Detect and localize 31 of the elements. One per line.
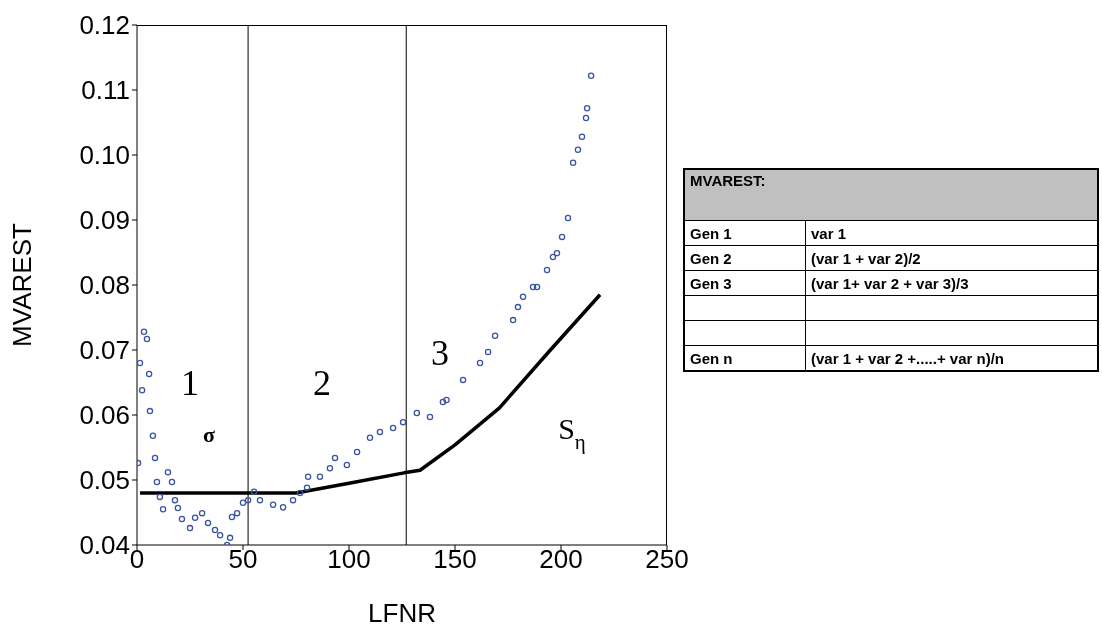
y-tick-label: 0.11 xyxy=(81,75,130,106)
text: Gen 1 xyxy=(690,224,732,242)
text: MVAREST: xyxy=(684,169,1098,221)
x-tick-label: 0 xyxy=(129,544,145,575)
text: Gen n xyxy=(690,349,733,367)
annotation: 2 xyxy=(313,363,331,404)
y-tick-label: 0.04 xyxy=(79,530,130,561)
y-tick-label: 0.07 xyxy=(79,335,130,366)
annotation: 3 xyxy=(431,333,449,374)
annotation: 1 xyxy=(181,363,199,404)
y-tick-label: 0.12 xyxy=(79,10,130,41)
annotation: σ xyxy=(203,422,216,448)
x-tick-label: 200 xyxy=(539,544,583,575)
y-tick-label: 0.10 xyxy=(79,140,130,171)
text: (var 1+ var 2 + var 3)/3 xyxy=(811,274,969,292)
text: var 1 xyxy=(811,224,847,242)
annotation: S$_{η}$ xyxy=(558,411,586,454)
text: Gen 3 xyxy=(690,274,732,292)
x-tick-label: 50 xyxy=(228,544,258,575)
y-tick-label: 0.05 xyxy=(79,465,130,496)
text: (var 1 + var 2 +.....+ var n)/n xyxy=(811,349,1005,367)
x-tick-label: 100 xyxy=(327,544,371,575)
y-axis-title: MVAREST xyxy=(6,223,38,347)
x-tick-label: 250 xyxy=(645,544,689,575)
x-tick-label: 150 xyxy=(433,544,477,575)
text: Gen 2 xyxy=(690,249,732,267)
x-axis-title: LFNR xyxy=(368,598,436,626)
y-tick-label: 0.06 xyxy=(79,400,130,431)
y-tick-label: 0.08 xyxy=(79,270,130,301)
y-tick-label: 0.09 xyxy=(79,205,130,236)
text: (var 1 + var 2)/2 xyxy=(811,249,921,267)
